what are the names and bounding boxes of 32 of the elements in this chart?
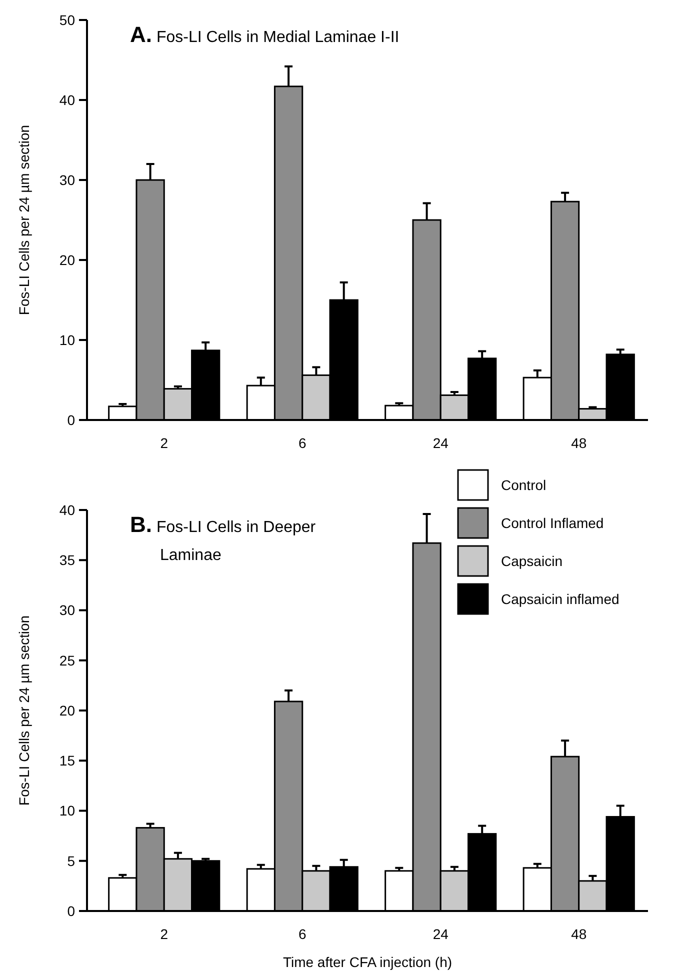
y-axis-title: Fos-LI Cells per 24 µm section <box>16 615 32 806</box>
y-tick-label: 40 <box>59 92 76 108</box>
legend-label: Control Inflamed <box>501 514 604 531</box>
legend-label: Capsaicin inflamed <box>501 590 620 607</box>
chart-title: A. Fos-LI Cells in Medial Laminae I-II <box>130 22 400 47</box>
y-tick-label: 0 <box>67 412 76 428</box>
y-tick-label: 10 <box>59 332 76 348</box>
y-tick-label: 30 <box>59 602 76 618</box>
x-tick-label: 48 <box>571 926 587 942</box>
y-tick-label: 20 <box>59 252 76 268</box>
x-tick-label: 48 <box>571 435 587 451</box>
y-tick-label: 0 <box>67 902 76 919</box>
legend-label: Capsaicin <box>501 552 562 569</box>
y-tick-label: 50 <box>59 12 76 28</box>
y-tick-label: 35 <box>59 552 76 568</box>
x-tick-label: 6 <box>298 435 306 451</box>
y-tick-label: 5 <box>67 852 76 869</box>
x-tick-label: 24 <box>432 435 449 451</box>
y-tick-label: 40 <box>59 502 76 518</box>
legend-label: Control <box>501 476 546 493</box>
x-tick-label: 2 <box>160 926 168 942</box>
text: B. Fos-LI Cells in Deeper Laminae <box>130 512 316 564</box>
x-tick-label: 6 <box>298 926 306 942</box>
y-tick-label: 30 <box>59 172 76 188</box>
y-tick-label: 20 <box>59 702 76 718</box>
x-axis-title: Time after CFA injection (h) <box>282 954 452 970</box>
x-tick-label: 24 <box>432 926 449 942</box>
y-tick-label: 25 <box>59 652 76 668</box>
x-tick-label: 2 <box>160 435 168 451</box>
y-tick-label: 15 <box>59 752 76 769</box>
y-axis-title: Fos-LI Cells per 24 µm section <box>16 124 32 316</box>
y-tick-label: 10 <box>59 802 76 819</box>
